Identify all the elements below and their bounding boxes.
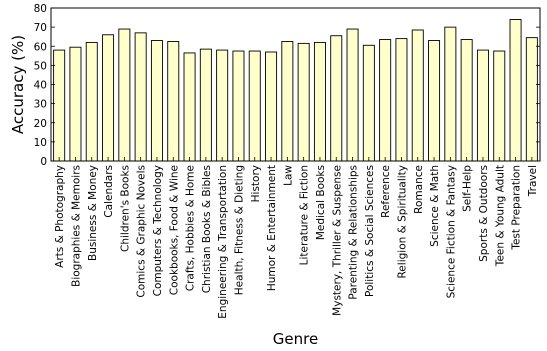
bar-11	[232, 50, 245, 162]
x-tick-label-13: Humor & Entertainment	[266, 165, 278, 291]
bar-14	[281, 41, 294, 162]
x-tick-label-10: Engineering & Transportation	[217, 165, 229, 319]
x-tick-label-14: Law	[282, 165, 294, 186]
bar-5	[134, 32, 147, 162]
x-tick-label-17: Mystery, Thriller & Suspense	[331, 165, 343, 316]
bar-6	[150, 40, 163, 162]
x-tick-label-28: Test Preparation	[511, 165, 523, 251]
y-tick-label-5: 50	[34, 60, 47, 72]
bar-3	[102, 34, 115, 162]
y-tick-label-8: 80	[34, 3, 47, 15]
x-tick-label-12: History	[250, 165, 262, 202]
bar-4	[118, 28, 131, 162]
bar-0	[53, 49, 66, 162]
x-tick-label-7: Cookbooks, Food & Wine	[168, 165, 180, 295]
bars-group	[53, 19, 538, 162]
x-tick-label-1: Biographies & Memoirs	[70, 165, 82, 287]
bar-1	[69, 46, 82, 162]
y-tick-label-3: 30	[34, 99, 47, 111]
x-tick-label-0: Arts & Photography	[54, 165, 66, 268]
bar-9	[199, 48, 212, 162]
y-tick-label-6: 60	[34, 41, 47, 53]
bar-23	[428, 40, 441, 162]
x-tick-label-8: Crafts, Hobbies & Home	[185, 165, 197, 291]
x-tick-label-21: Religion & Spirituality	[396, 165, 408, 279]
y-axis-label: Accuracy (%)	[9, 35, 27, 134]
x-axis: Arts & Photography Biographies & Memoirs B…	[54, 157, 539, 319]
bar-7	[167, 41, 180, 162]
bar-22	[411, 29, 424, 162]
y-tick-label-2: 20	[34, 118, 47, 130]
bar-16	[313, 41, 326, 162]
x-tick-label-18: Parenting & Relationships	[348, 165, 360, 300]
bar-13	[265, 51, 278, 162]
y-tick-label-0: 0	[40, 156, 47, 168]
bar-10	[216, 49, 229, 162]
x-tick-label-26: Sports & Outdoors	[478, 165, 490, 262]
bar-8	[183, 52, 196, 162]
bar-12	[248, 50, 261, 162]
x-tick-label-6: Computers & Technology	[152, 165, 164, 296]
x-tick-label-24: Science Fiction & Fantasy	[445, 165, 457, 298]
x-tick-label-20: Reference	[380, 165, 392, 218]
x-tick-label-9: Christian Books & Bibles	[201, 165, 213, 293]
x-tick-label-15: Literature & Fiction	[299, 165, 311, 265]
bar-26	[476, 49, 489, 162]
bar-17	[330, 35, 343, 162]
x-tick-label-19: Politics & Social Sciences	[364, 165, 376, 297]
y-axis: 0 10 20 30 40 50 60 70 80	[34, 3, 540, 168]
plot-frame	[50, 7, 541, 162]
bar-24	[444, 26, 457, 162]
x-tick-label-23: Science & Math	[429, 165, 441, 247]
bar-2	[85, 41, 98, 162]
x-tick-label-4: Children's Books	[119, 165, 131, 252]
x-tick-label-22: Romance	[413, 165, 425, 214]
bar-15	[297, 42, 310, 162]
x-tick-label-11: Health, Fitness & Dieting	[233, 165, 245, 295]
x-tick-label-2: Business & Money	[87, 165, 99, 261]
x-tick-label-5: Comics & Graphic Novels	[136, 165, 148, 298]
bar-21	[395, 38, 408, 162]
x-tick-label-3: Calendars	[103, 165, 115, 218]
bar-29	[525, 37, 538, 162]
x-tick-label-16: Medical Books	[315, 165, 327, 240]
bar-20	[379, 39, 392, 162]
y-tick-label-7: 70	[34, 22, 47, 34]
y-tick-label-4: 40	[34, 80, 47, 92]
x-tick-label-25: Self-Help	[462, 165, 474, 212]
bar-28	[509, 19, 522, 162]
x-tick-label-29: Travel	[527, 165, 539, 197]
bar-18	[346, 28, 359, 162]
bar-27	[493, 50, 506, 162]
x-tick-label-27: Teen & Young Adult	[494, 165, 506, 267]
x-axis-label: Genre	[273, 330, 318, 348]
y-tick-label-1: 10	[34, 137, 47, 149]
bar-25	[460, 39, 473, 162]
bar-19	[362, 44, 375, 162]
